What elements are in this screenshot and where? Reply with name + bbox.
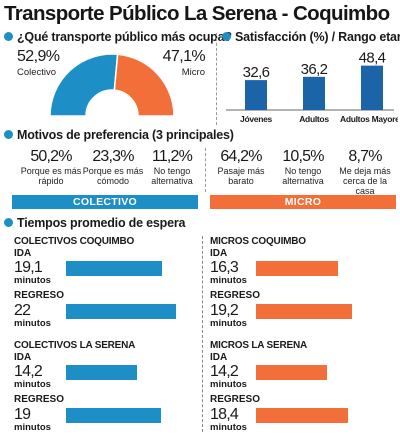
wait-group-title: MICROS COQUIMBO <box>210 236 306 247</box>
colectivo-band: COLECTIVO <box>12 195 198 209</box>
satisfaction-chart: 32,6 Jóvenes 36,2 Adultos 48,4 Adultos Mayore… <box>226 50 398 124</box>
satisfaction-bar <box>303 76 325 110</box>
ida-value: 14,2 <box>210 363 239 380</box>
reasons-section-title: Motivos de preferencia (3 principales) <box>4 128 234 142</box>
micro-band: MICRO <box>210 195 396 209</box>
regreso-bar <box>66 408 161 423</box>
reason-label: Me deja más cerca de la casa <box>339 166 391 196</box>
reason-label: Porque es más rápido <box>20 166 82 186</box>
reason-value: 10,5% <box>282 148 324 165</box>
regreso-value: 19,2 <box>210 302 239 319</box>
reason-label: Porque es más cómodo <box>82 166 144 186</box>
ida-bar <box>256 261 338 276</box>
reason-label: Pasaje más barato <box>217 166 265 186</box>
unit-label: minutos <box>210 422 247 433</box>
satisfaction-category-label: Adultos Mayores <box>340 114 398 124</box>
regreso-label: REGRESO <box>14 394 65 405</box>
unit-label: minutos <box>14 275 51 286</box>
ida-value: 19,1 <box>14 259 43 276</box>
ida-label: IDA <box>14 352 32 363</box>
reason-value: 23,3% <box>92 148 134 165</box>
regreso-label: REGRESO <box>14 290 65 301</box>
ida-value: 14,2 <box>14 363 43 380</box>
satisfaction-value-label: 36,2 <box>301 61 328 78</box>
bullet-circle-icon <box>4 130 13 139</box>
reason-value: 8,7% <box>348 148 382 165</box>
bar-section-title: Satisfacción (%) / Rango etario <box>222 30 400 44</box>
regreso-value: 22 <box>14 302 31 319</box>
bullet-circle-icon <box>4 32 13 41</box>
reason-value: 50,2% <box>30 148 72 165</box>
regreso-value: 18,4 <box>210 406 239 423</box>
wait-group-title: COLECTIVOS LA SERENA <box>14 340 136 351</box>
satisfaction-category-label: Jóvenes <box>240 114 272 124</box>
unit-label: minutos <box>210 275 247 286</box>
divider <box>202 236 203 432</box>
ida-bar <box>66 261 162 276</box>
regreso-label: REGRESO <box>210 394 261 405</box>
satisfaction-bar <box>361 65 383 110</box>
ida-label: IDA <box>14 248 32 259</box>
pie-label-value-micro: 47,1% <box>162 48 206 65</box>
reason-label: No tengo alternativa <box>151 166 193 186</box>
unit-label: minutos <box>14 318 51 329</box>
satisfaction-category-label: Adultos <box>299 114 329 124</box>
reason-value: 11,2% <box>151 148 193 165</box>
regreso-bar <box>256 304 352 319</box>
reason-label: No tengo alternativa <box>282 166 324 186</box>
ida-value: 16,3 <box>210 259 239 276</box>
satisfaction-bar <box>245 80 267 110</box>
pie-label-value-colectivo: 52,9% <box>17 48 60 65</box>
wait-group-title: COLECTIVOS COQUIMBO <box>14 236 135 247</box>
ida-label: IDA <box>210 248 228 259</box>
regreso-bar <box>66 304 176 319</box>
pie-slice-micro <box>113 53 175 117</box>
ida-label: IDA <box>210 352 228 363</box>
pie-label-name-colectivo: Colectivo <box>17 67 57 78</box>
wait-group-title: MICROS LA SERENA <box>210 340 307 351</box>
unit-label: minutos <box>210 318 247 329</box>
bullet-circle-icon <box>4 218 13 227</box>
regreso-bar <box>256 408 348 423</box>
pie-section-title: ¿Qué transporte público más ocupa? <box>4 30 232 44</box>
pie-chart <box>49 53 175 117</box>
divider <box>216 33 217 125</box>
divider <box>205 148 206 192</box>
pie-slice-colectivo <box>49 53 119 117</box>
ida-bar <box>256 365 327 380</box>
satisfaction-value-label: 48,4 <box>359 50 386 67</box>
satisfaction-value-label: 32,6 <box>243 64 270 81</box>
regreso-label: REGRESO <box>210 290 261 301</box>
wait-section-title: Tiempos promedio de espera <box>4 216 185 230</box>
regreso-value: 19 <box>14 406 31 423</box>
unit-label: minutos <box>14 379 51 390</box>
unit-label: minutos <box>210 379 247 390</box>
reason-value: 64,2% <box>220 148 262 165</box>
bullet-circle-icon <box>222 32 231 41</box>
ida-bar <box>66 365 137 380</box>
page-title: Transporte Público La Serena - Coquimbo <box>4 2 390 25</box>
pie-label-name-micro: Micro <box>181 67 205 78</box>
unit-label: minutos <box>14 422 51 433</box>
